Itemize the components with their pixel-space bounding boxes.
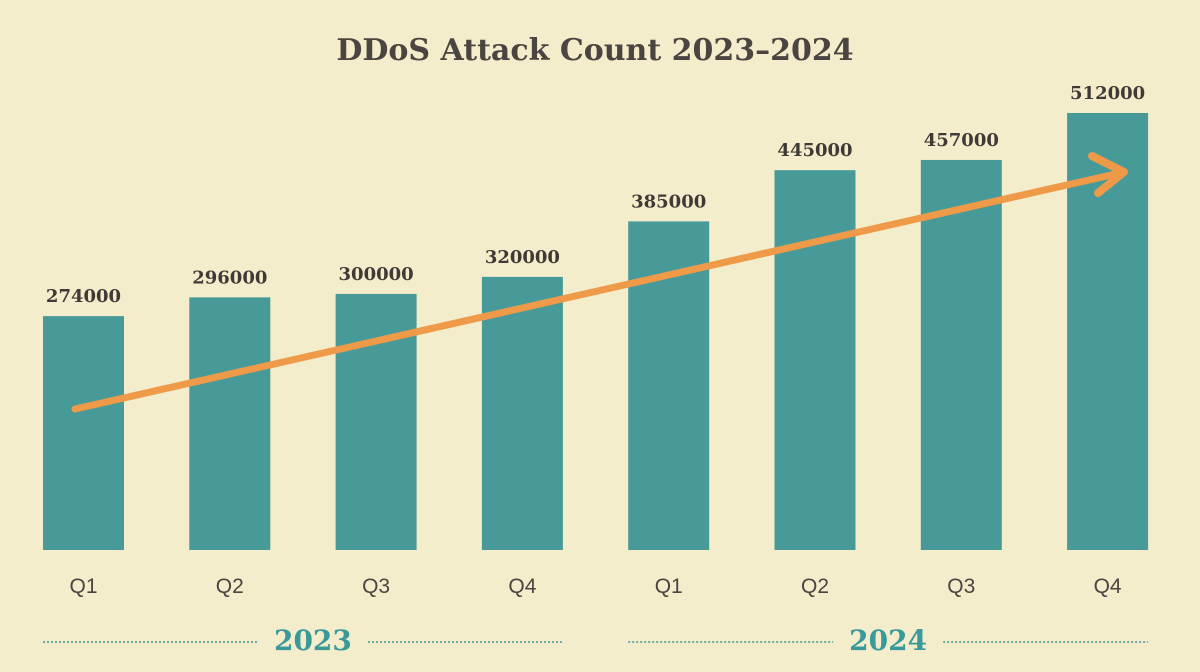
data-label: 385000 <box>631 191 706 212</box>
bar <box>43 316 124 550</box>
bar <box>774 170 856 550</box>
chart-title: DDoS Attack Count 2023–2024 <box>336 33 853 68</box>
data-label: 300000 <box>339 264 414 285</box>
x-tick-label: Q1 <box>655 575 683 598</box>
trend-arrow <box>71 152 1128 413</box>
data-label: 445000 <box>777 140 852 161</box>
year-label: 2024 <box>849 624 927 657</box>
data-label: 457000 <box>924 130 999 151</box>
x-tick-label: Q4 <box>1094 575 1122 598</box>
data-label: 296000 <box>192 267 267 288</box>
year-label: 2023 <box>274 624 352 657</box>
x-tick-label: Q4 <box>508 575 536 598</box>
x-tick-label: Q2 <box>801 575 829 598</box>
x-tick-label: Q2 <box>216 575 244 598</box>
bar <box>189 297 271 550</box>
bar <box>920 159 1002 550</box>
x-tick-label: Q1 <box>69 575 97 598</box>
x-tick-label: Q3 <box>362 575 390 598</box>
x-tick-label: Q3 <box>947 575 975 598</box>
data-label: 512000 <box>1070 83 1145 104</box>
data-label: 320000 <box>485 247 560 268</box>
data-label: 274000 <box>46 286 121 307</box>
bar <box>481 276 563 550</box>
